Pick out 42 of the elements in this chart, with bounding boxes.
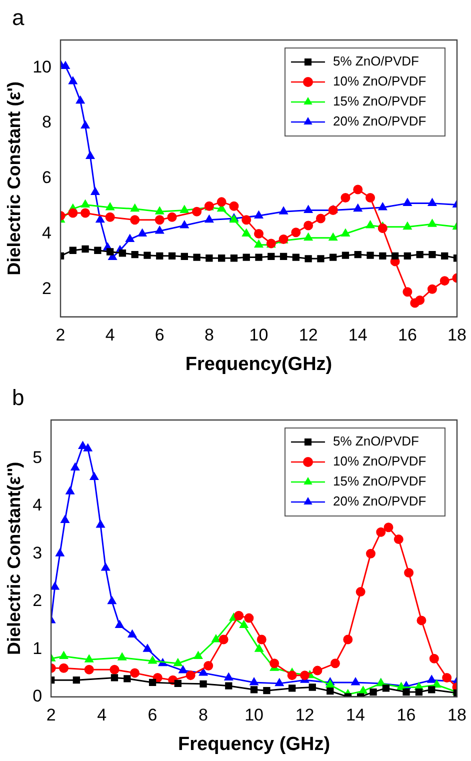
legend-label: 5% ZnO/PVDF [333,54,420,69]
x-tick-label: 4 [97,706,107,725]
x-tick-label: 6 [154,326,164,345]
legend-label: 15% ZnO/PVDF [333,474,426,489]
x-tick-label: 14 [346,706,365,725]
x-tick-label: 4 [105,326,115,345]
x-tick-label: 16 [396,706,416,725]
x-tick-label: 10 [249,326,268,345]
legend-label: 5% ZnO/PVDF [333,434,420,449]
legend-label: 20% ZnO/PVDF [333,494,426,509]
x-tick-label: 18 [448,706,466,725]
y-tick-label: 4 [32,496,42,515]
legend-label: 20% ZnO/PVDF [333,114,426,129]
x-axis-title: Frequency (GHz) [178,734,330,755]
x-tick-label: 2 [56,326,66,345]
y-tick-label: 1 [32,638,42,658]
y-tick-label: 0 [32,686,42,706]
y-tick-label: 3 [32,543,42,562]
text: b [12,385,24,410]
y-tick-label: 5 [32,448,42,467]
legend-label: 15% ZnO/PVDF [333,94,426,109]
x-tick-label: 8 [204,326,214,345]
y-tick-label: 8 [42,112,52,132]
y-axis-title: Dielectric Constant (ε') [4,81,24,276]
x-tick-label: 16 [398,326,417,345]
x-tick-label: 12 [298,326,318,345]
legend-label: 10% ZnO/PVDF [333,454,426,469]
y-tick-label: 6 [42,168,52,188]
y-tick-label: 4 [42,223,52,242]
x-tick-label: 6 [148,706,158,725]
x-tick-label: 12 [295,706,314,725]
y-tick-label: 10 [32,57,52,76]
legend-label: 10% ZnO/PVDF [333,74,426,89]
y-tick-label: 2 [32,591,42,610]
x-tick-label: 18 [448,326,466,345]
x-axis-title: Frequency(GHz) [185,354,332,375]
x-tick-label: 8 [198,706,208,725]
x-tick-label: 10 [244,706,264,725]
y-axis-title: Dielectric Constant(ε'') [4,462,24,655]
text: a [12,5,25,30]
x-tick-label: 14 [348,326,368,345]
y-tick-label: 2 [42,278,52,298]
